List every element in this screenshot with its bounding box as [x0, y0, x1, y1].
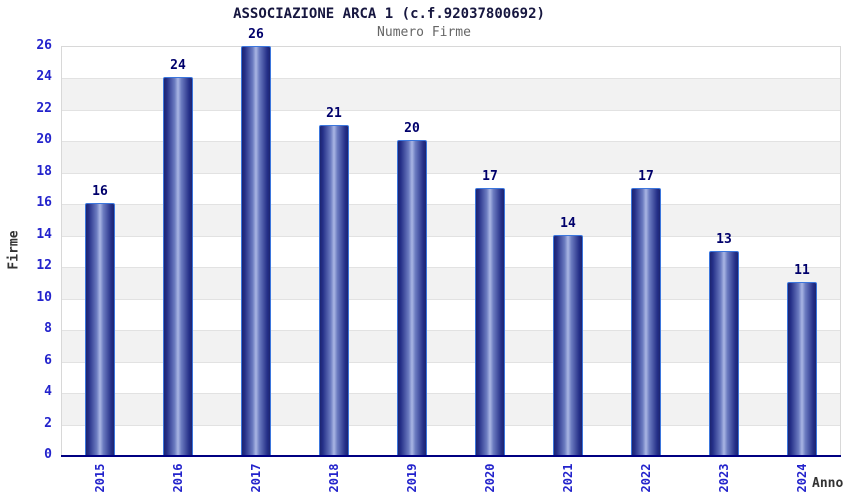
bar-2019: [397, 140, 427, 455]
bar-2016: [163, 77, 193, 455]
x-tick-label-2015: 2015: [93, 463, 107, 493]
bar-2021: [553, 234, 583, 455]
bar-2015: [85, 203, 115, 455]
bar-value-label: 16: [92, 184, 108, 200]
bar-value-label: 11: [794, 262, 810, 278]
y-tick-label: 8: [44, 321, 52, 337]
gridline: [62, 330, 840, 332]
bar-value-label: 20: [404, 121, 420, 137]
bar-value-label: 26: [248, 27, 264, 42]
bar-2023: [709, 250, 739, 455]
x-tick-label-2023: 2023: [717, 463, 731, 493]
y-tick-label: 14: [36, 226, 52, 242]
gridline: [62, 424, 840, 426]
y-tick-label: 26: [36, 38, 52, 53]
bar-2024: [787, 281, 817, 455]
bar-value-label: 17: [638, 168, 654, 184]
y-tick-label: 10: [36, 289, 52, 305]
x-tick-label-2017: 2017: [249, 463, 263, 493]
x-axis-line: [61, 455, 841, 457]
bar-2017: [241, 46, 271, 455]
gridline: [62, 235, 840, 237]
bar-value-label: 24: [170, 58, 186, 74]
bar-2018: [319, 124, 349, 455]
grid-band: [62, 47, 840, 79]
x-tick-label-2022: 2022: [639, 463, 653, 493]
bar-2020: [475, 187, 505, 455]
x-tick-label-2016: 2016: [171, 463, 185, 493]
x-tick-label-2018: 2018: [327, 463, 341, 493]
y-tick-label: 20: [36, 132, 52, 148]
gridline: [62, 109, 840, 111]
gridline: [62, 361, 840, 363]
bar-value-label: 21: [326, 105, 342, 121]
gridline: [62, 204, 840, 206]
x-tick-label-2021: 2021: [561, 463, 575, 493]
bar-2022: [631, 187, 661, 455]
chart-subtitle: Numero Firme: [377, 25, 471, 40]
y-tick-label: 0: [44, 447, 52, 462]
y-tick-label: 6: [44, 352, 52, 368]
bar-value-label: 13: [716, 231, 732, 247]
y-tick-label: 16: [36, 195, 52, 211]
gridline: [62, 172, 840, 174]
gridline: [62, 141, 840, 143]
x-tick-label-2019: 2019: [405, 463, 419, 493]
y-tick-label: 2: [44, 415, 52, 431]
y-tick-label: 4: [44, 384, 52, 400]
y-tick-label: 12: [36, 258, 52, 274]
y-tick-label: 24: [36, 69, 52, 85]
chart-title: ASSOCIAZIONE ARCA 1 (c.f.92037800692): [233, 6, 545, 22]
gridline: [62, 78, 840, 80]
gridline: [62, 267, 840, 269]
gridline: [62, 393, 840, 395]
x-axis-title: Anno: [812, 476, 844, 491]
bar-value-label: 17: [482, 168, 498, 184]
y-tick-label: 18: [36, 163, 52, 179]
x-tick-label-2020: 2020: [483, 463, 497, 493]
bar-value-label: 14: [560, 215, 576, 231]
gridline: [62, 298, 840, 300]
y-tick-label: 22: [36, 100, 52, 116]
x-tick-label-2024: 2024: [795, 463, 809, 493]
